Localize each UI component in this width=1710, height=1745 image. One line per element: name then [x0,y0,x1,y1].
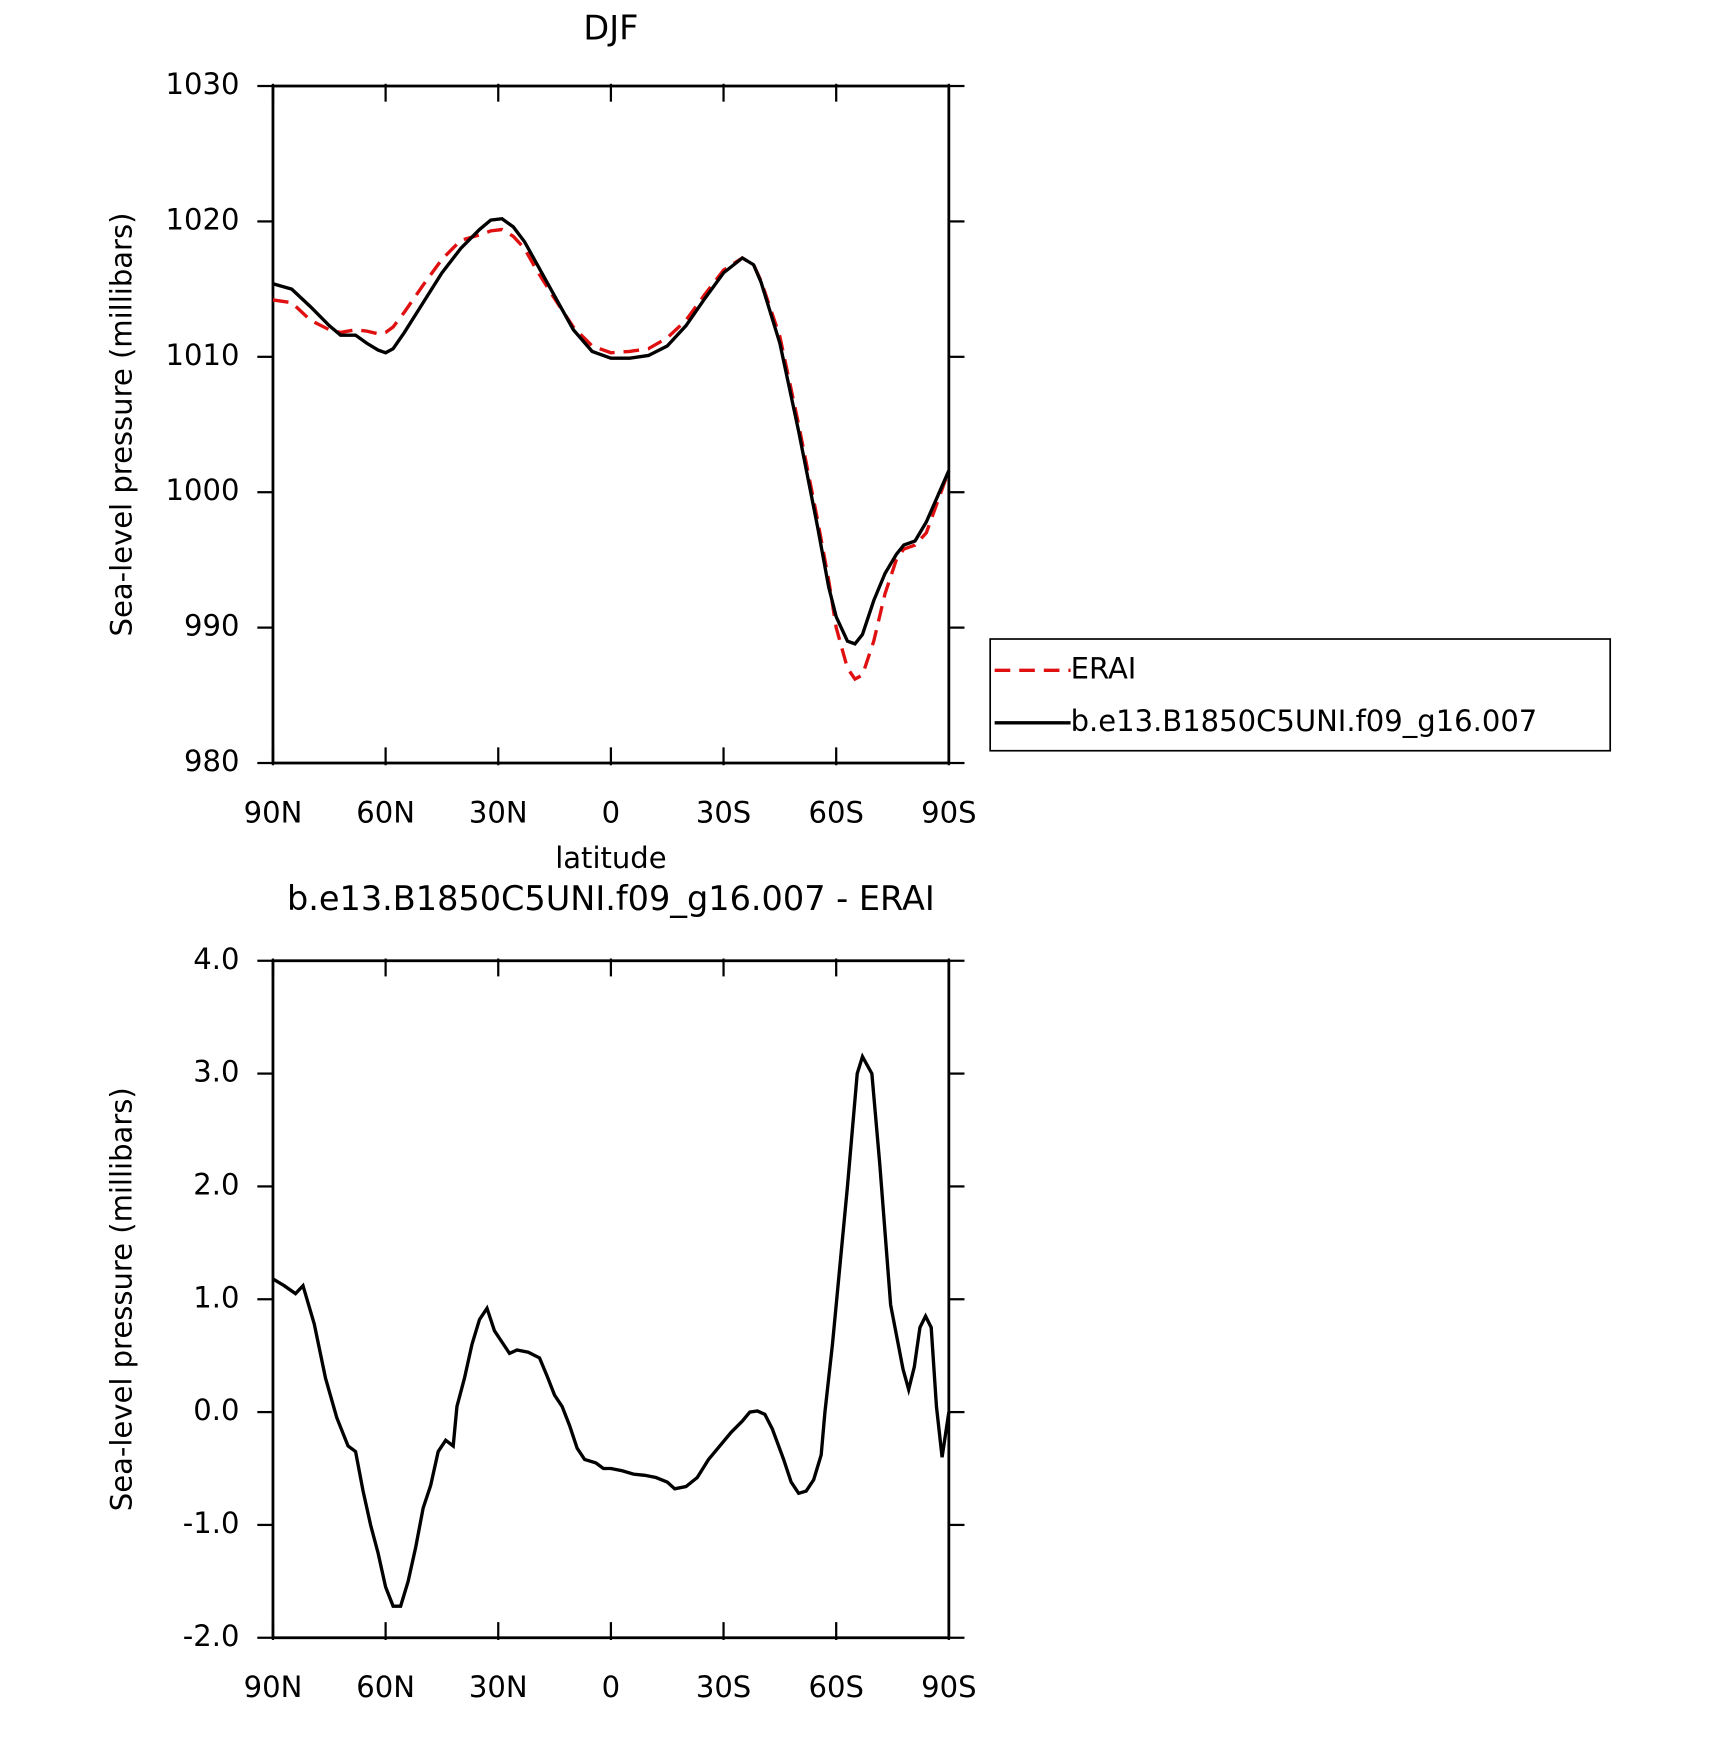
chart-title: DJF [583,9,638,48]
x-tick-label: 30N [469,1670,528,1704]
plot-frame [271,959,951,1640]
x-tick-label: 90N [244,795,303,829]
x-tick-label: 60N [356,1670,415,1704]
y-axis-label: Sea-level pressure (millibars) [104,1087,138,1511]
y-tick-label: 1020 [166,202,240,236]
y-tick-label: 980 [184,744,239,778]
x-tick-label: 30S [696,795,751,829]
y-tick-label: 2.0 [193,1167,239,1201]
y-tick-label: 1010 [166,338,240,372]
y-tick-label: 1.0 [193,1280,239,1314]
legend-label: ERAI [1071,651,1137,685]
y-tick-label: 3.0 [193,1055,239,1089]
x-tick-label: 90N [244,1670,303,1704]
y-tick-label: 4.0 [193,942,239,976]
x-tick-label: 30N [469,795,528,829]
data-line [272,227,951,682]
data-line [272,216,951,646]
x-tick-label: 30S [696,1670,751,1704]
y-tick-label: 1030 [166,67,240,101]
y-tick-label: -2.0 [183,1619,240,1653]
y-tick-label: 0.0 [193,1393,239,1427]
x-tick-label: 90S [921,795,976,829]
y-axis-label: Sea-level pressure (millibars) [104,213,138,637]
legend-label: b.e13.B1850C5UNI.f09_g16.007 [1071,704,1538,738]
x-tick-label: 60S [809,1670,864,1704]
y-tick-label: -1.0 [183,1506,240,1540]
y-tick-label: 1000 [166,473,240,507]
chart-title: b.e13.B1850C5UNI.f09_g16.007 - ERAI [287,879,935,918]
x-tick-label: 0 [602,795,620,829]
x-tick-label: 60N [356,795,415,829]
plot-frame [271,84,951,765]
y-tick-label: 990 [184,609,239,643]
data-line [272,1052,951,1608]
x-tick-label: 0 [602,1670,620,1704]
legend-box [989,638,1612,752]
x-axis-label: latitude [555,841,666,875]
x-tick-label: 90S [921,1670,976,1704]
x-tick-label: 60S [809,795,864,829]
